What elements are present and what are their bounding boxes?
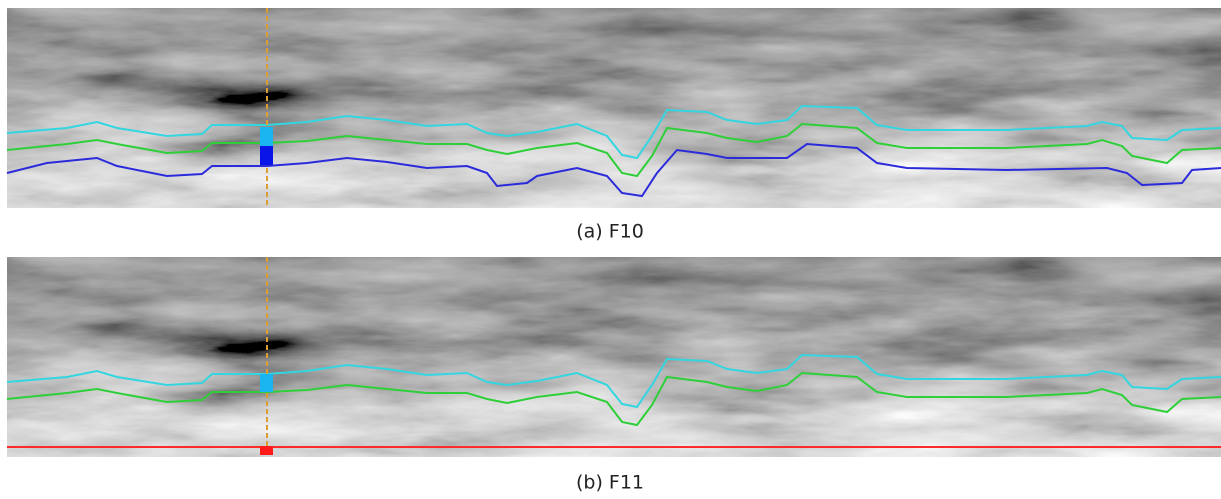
panel-b xyxy=(6,257,1221,457)
panel-a xyxy=(6,8,1221,208)
caption: (a) F10 xyxy=(576,221,644,243)
caption: (b) F11 xyxy=(576,472,644,494)
